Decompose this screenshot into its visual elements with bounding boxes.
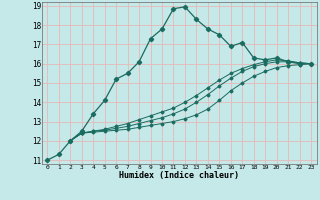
X-axis label: Humidex (Indice chaleur): Humidex (Indice chaleur) <box>119 171 239 180</box>
